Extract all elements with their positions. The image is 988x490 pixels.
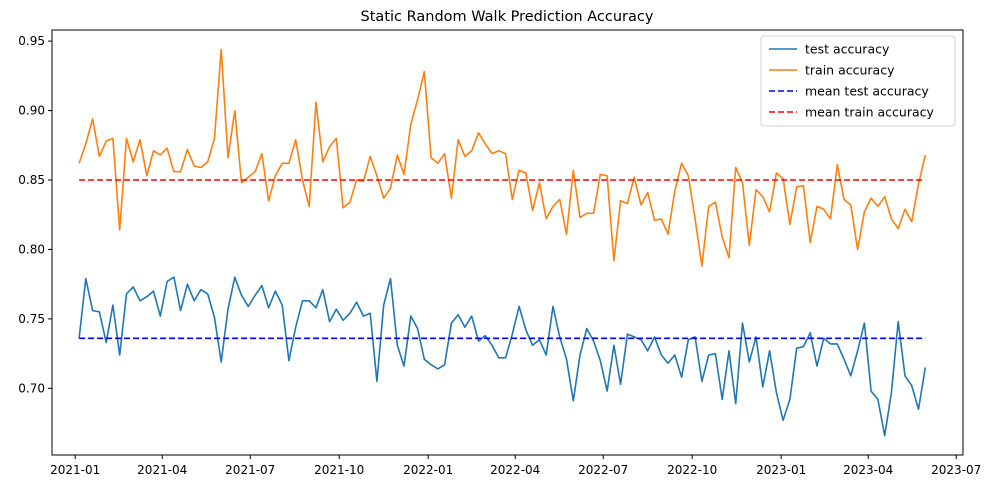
- y-tick-label: 0.90: [18, 104, 45, 118]
- chart-title: Static Random Walk Prediction Accuracy: [361, 9, 654, 25]
- y-tick-label: 0.75: [18, 312, 45, 326]
- y-tick-label: 0.80: [18, 242, 45, 256]
- x-tick-label: 2021-01: [50, 463, 100, 477]
- x-tick-label: 2021-04: [137, 463, 187, 477]
- y-tick-label: 0.95: [18, 34, 45, 48]
- legend-label: mean test accuracy: [805, 84, 929, 99]
- series-line-train-accuracy: [78, 48, 927, 267]
- legend-box: [760, 35, 956, 127]
- y-tick-label: 0.85: [18, 173, 45, 187]
- x-tick-label: 2021-07: [225, 463, 275, 477]
- x-tick-label: 2023-04: [843, 463, 893, 477]
- x-axis: 2021-01 2021-04 2021-07 2021-10 2022-01 2022-…: [50, 455, 981, 477]
- y-axis: 0.70 0.75 0.80 0.85 0.90 0.95: [18, 34, 52, 395]
- legend: test accuracy train accuracy mean test acc…: [760, 35, 956, 127]
- x-tick-label: 2022-07: [578, 463, 628, 477]
- plot-frame: [51, 29, 964, 456]
- y-tick-label: 0.70: [18, 381, 45, 395]
- x-tick-label: 2022-10: [667, 463, 717, 477]
- x-tick-label: 2022-04: [490, 463, 540, 477]
- series-line-test-accuracy: [78, 276, 927, 437]
- x-tick-label: 2021-10: [314, 463, 364, 477]
- legend-label: mean train accuracy: [805, 105, 934, 120]
- series-layer: [78, 48, 927, 437]
- legend-label: train accuracy: [805, 63, 895, 78]
- x-tick-label: 2023-07: [931, 463, 981, 477]
- x-tick-label: 2023-01: [756, 463, 806, 477]
- x-tick-label: 2022-01: [403, 463, 453, 477]
- legend-label: test accuracy: [805, 42, 890, 57]
